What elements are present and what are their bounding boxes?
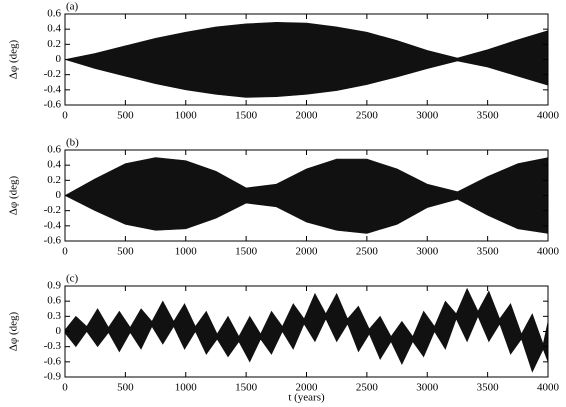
x-tick-label: 3000 bbox=[416, 246, 439, 258]
oscillation-band bbox=[64, 287, 549, 373]
y-tick-label: 0.6 bbox=[47, 295, 61, 307]
oscillation-band bbox=[64, 157, 549, 234]
x-tick-label: 0 bbox=[62, 382, 68, 394]
y-axis-label: Δφ (deg) bbox=[8, 175, 20, 215]
x-tick-label: 500 bbox=[117, 382, 134, 394]
x-tick-label: 2500 bbox=[356, 110, 379, 122]
x-tick-label: 500 bbox=[117, 246, 134, 258]
y-axis-label: Δφ (deg) bbox=[8, 311, 20, 351]
x-tick-label: 3500 bbox=[477, 246, 500, 258]
y-axis-label: Δφ (deg) bbox=[8, 39, 20, 79]
x-tick-label: 1500 bbox=[235, 382, 258, 394]
y-tick-label: 0.2 bbox=[47, 174, 61, 186]
y-tick-label: -0.4 bbox=[44, 83, 62, 95]
y-tick-label: 0 bbox=[56, 189, 62, 201]
x-tick-label: 4000 bbox=[537, 110, 560, 122]
panel-label: (b) bbox=[66, 137, 79, 149]
y-tick-label: 0.4 bbox=[47, 159, 61, 171]
y-tick-label: -0.6 bbox=[44, 99, 62, 111]
x-tick-label: 2000 bbox=[296, 246, 319, 258]
y-tick-label: -0.6 bbox=[44, 235, 62, 247]
panel-label: (c) bbox=[66, 273, 79, 285]
x-tick-label: 0 bbox=[62, 110, 68, 122]
y-tick-label: -0.4 bbox=[44, 219, 62, 231]
x-axis-label: t (years) bbox=[288, 392, 325, 404]
x-tick-label: 1500 bbox=[235, 110, 258, 122]
x-tick-label: 500 bbox=[117, 110, 134, 122]
y-tick-label: -0.9 bbox=[44, 371, 62, 383]
y-tick-label: 0 bbox=[56, 325, 62, 337]
y-tick-label: 0.4 bbox=[47, 23, 61, 35]
x-tick-label: 4000 bbox=[537, 246, 560, 258]
x-tick-label: 3500 bbox=[477, 110, 500, 122]
oscillation-band bbox=[64, 22, 549, 98]
x-tick-label: 1500 bbox=[235, 246, 258, 258]
x-tick-label: 0 bbox=[62, 246, 68, 258]
x-tick-label: 4000 bbox=[537, 382, 560, 394]
x-tick-label: 3000 bbox=[416, 382, 439, 394]
x-tick-label: 3000 bbox=[416, 110, 439, 122]
y-tick-label: 0.3 bbox=[47, 310, 61, 322]
y-tick-label: 0.9 bbox=[47, 280, 61, 292]
panel-label: (a) bbox=[66, 1, 79, 13]
y-tick-label: 0.2 bbox=[47, 38, 61, 50]
x-tick-label: 2500 bbox=[356, 382, 379, 394]
x-tick-label: 3500 bbox=[477, 382, 500, 394]
x-tick-label: 1000 bbox=[175, 110, 198, 122]
y-tick-label: -0.3 bbox=[44, 340, 62, 352]
y-tick-label: -0.2 bbox=[44, 204, 61, 216]
y-tick-label: 0.6 bbox=[47, 144, 61, 156]
y-tick-label: -0.6 bbox=[44, 355, 62, 367]
y-tick-label: -0.2 bbox=[44, 68, 61, 80]
x-tick-label: 2000 bbox=[296, 382, 319, 394]
x-tick-label: 2500 bbox=[356, 246, 379, 258]
y-tick-label: 0.6 bbox=[47, 8, 61, 20]
y-tick-label: 0 bbox=[56, 53, 62, 65]
x-tick-label: 1000 bbox=[175, 382, 198, 394]
x-tick-label: 1000 bbox=[175, 246, 198, 258]
x-tick-label: 2000 bbox=[296, 110, 319, 122]
